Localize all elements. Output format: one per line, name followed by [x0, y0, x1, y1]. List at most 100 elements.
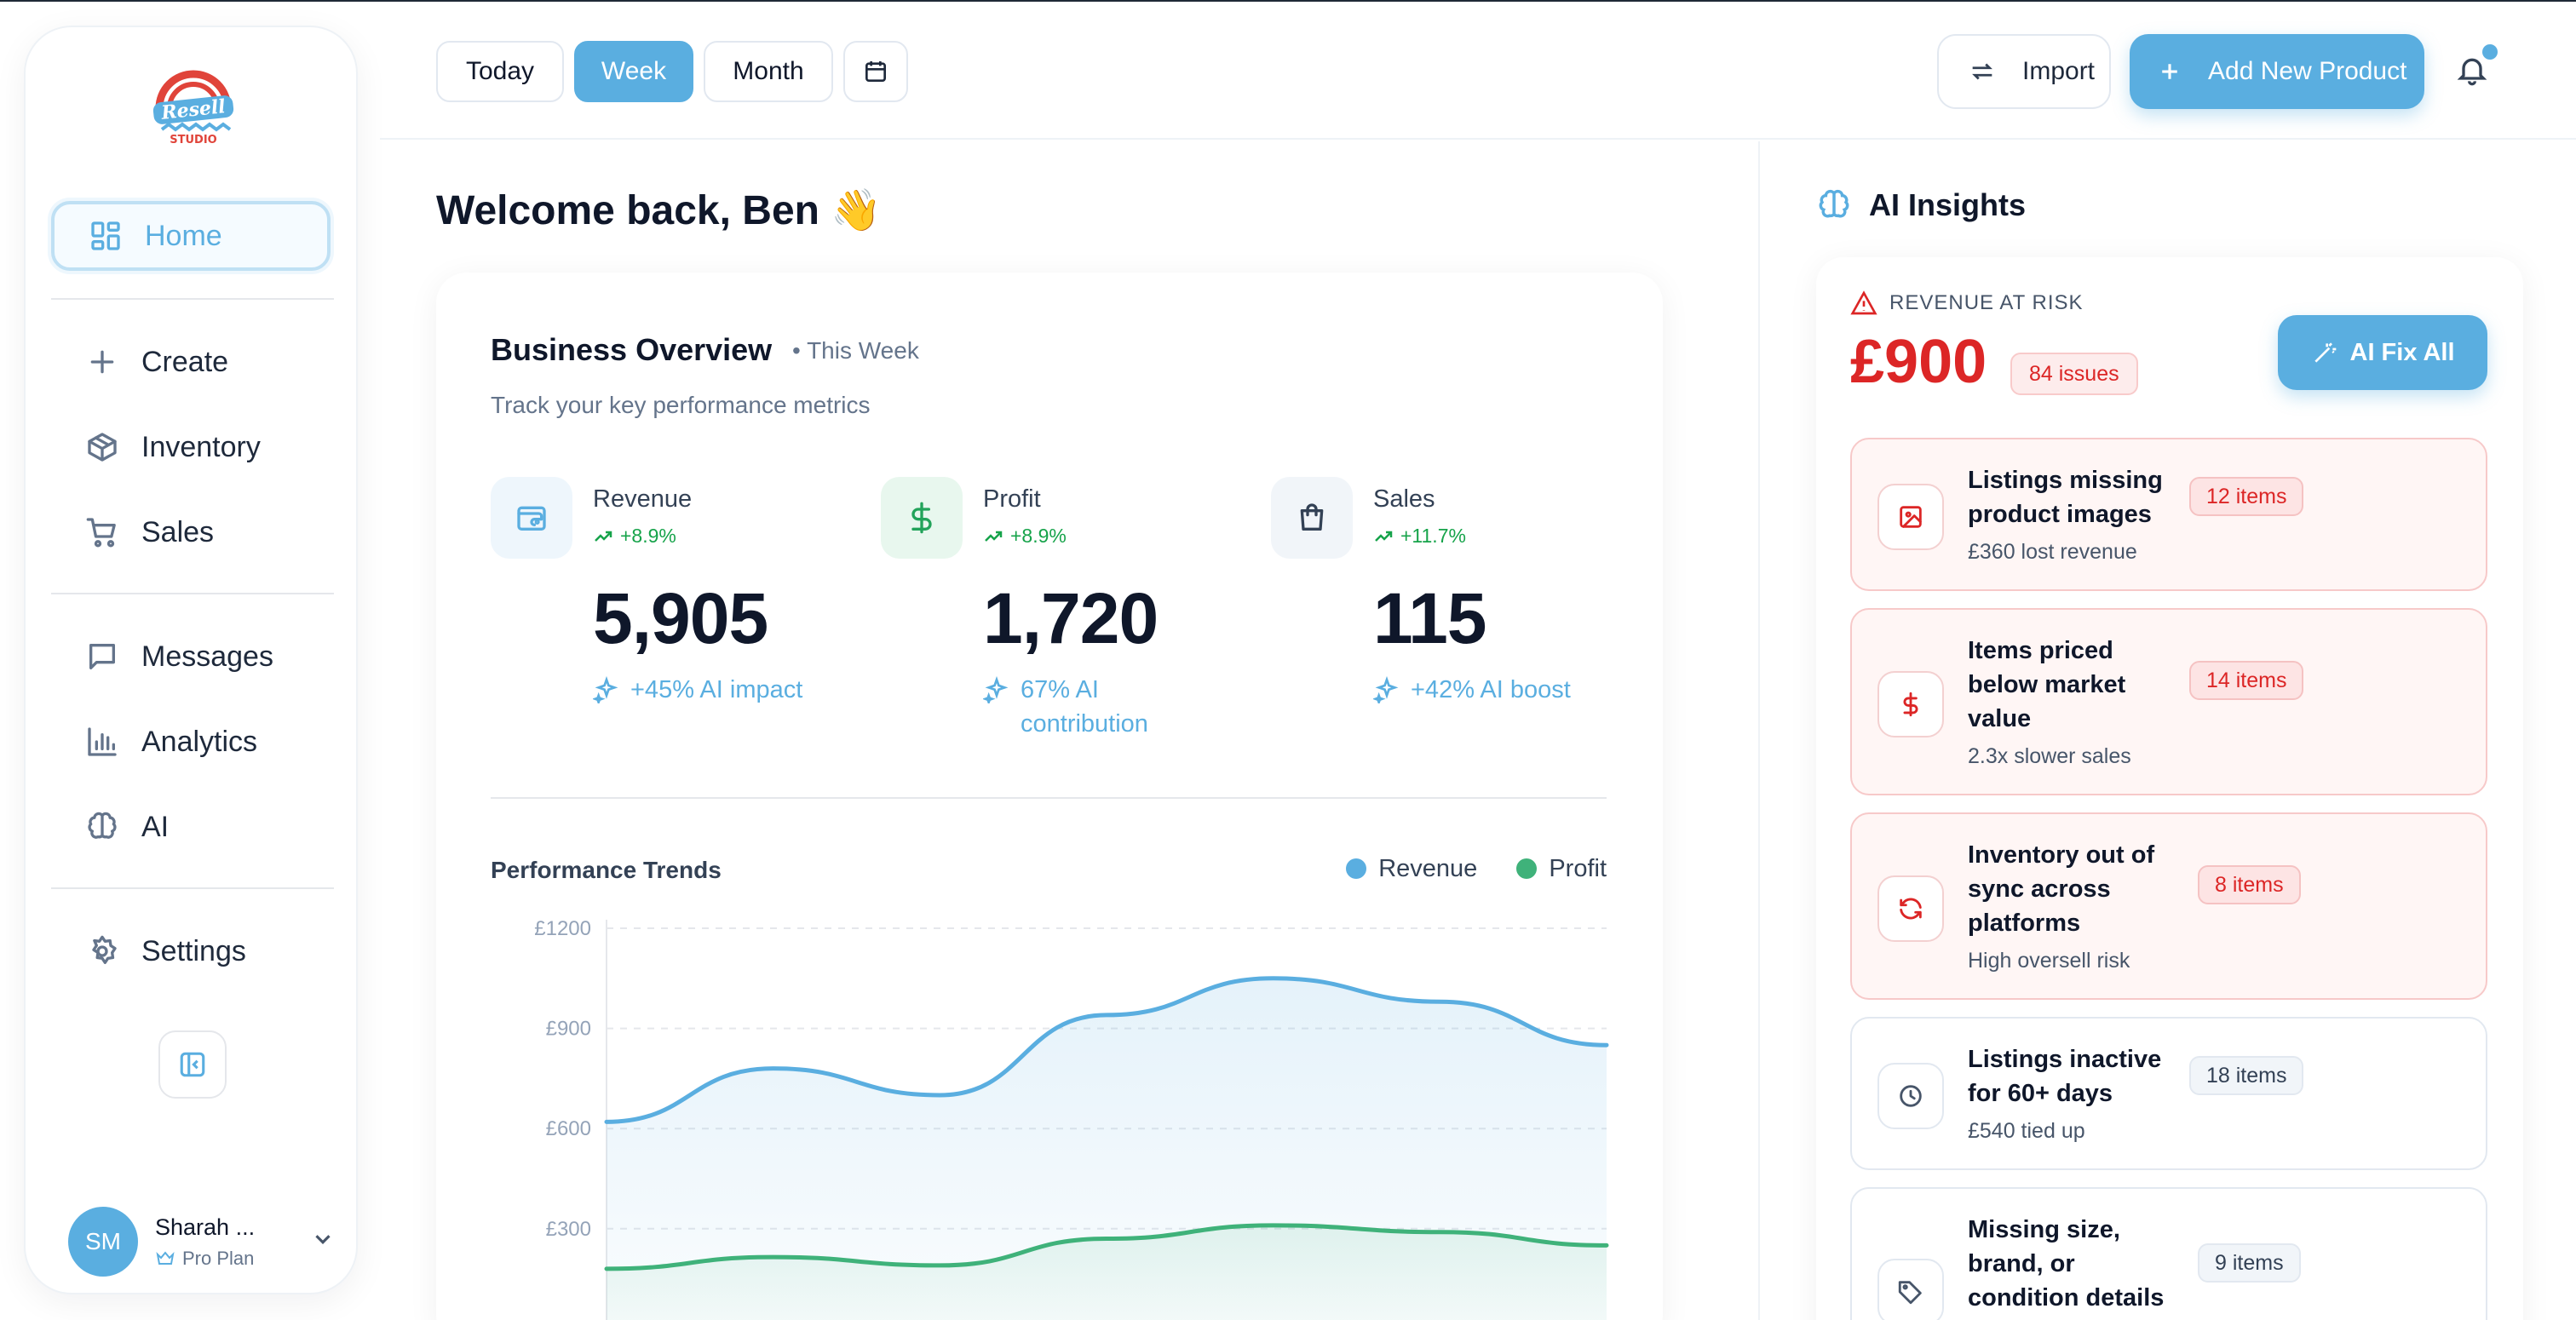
range-week-button[interactable]: Week [574, 41, 693, 102]
sidebar-item-settings[interactable]: Settings [51, 916, 331, 986]
issue-subtitle: £360 lost revenue [1968, 540, 2137, 564]
sidebar-divider [51, 298, 334, 300]
sparkles-icon [593, 676, 618, 703]
issue-card[interactable]: Inventory out of sync across platforms H… [1850, 812, 2487, 1000]
sidebar: Resell STUDIO Home Create Inventory Sale… [24, 26, 358, 1294]
plus-icon [2162, 64, 2177, 79]
issue-card[interactable]: Listings inactive for 60+ days £540 tied… [1850, 1017, 2487, 1170]
issue-count-badge: 14 items [2189, 661, 2304, 700]
crown-icon [156, 1250, 175, 1265]
issue-count-badge: 8 items [2198, 865, 2301, 904]
issue-count-badge: 12 items [2189, 477, 2304, 516]
chevron-down-icon[interactable] [310, 1226, 336, 1252]
issue-card[interactable]: Listings missing product images £360 los… [1850, 438, 2487, 591]
collapse-sidebar-button[interactable] [158, 1030, 227, 1099]
series-area-profit [607, 1225, 1607, 1320]
sidebar-item-label: Home [145, 219, 222, 252]
overview-period: • This Week [792, 337, 919, 364]
sidebar-item-label: Sales [141, 515, 215, 548]
performance-trends-chart: £1200 £900 £600 £300 [534, 917, 1609, 1320]
swap-icon [1972, 63, 1992, 80]
kpi-label: Revenue [593, 485, 693, 513]
dollar-icon [1877, 671, 1944, 737]
issue-subtitle: £540 tied up [1968, 1119, 2085, 1143]
issue-title: Missing size, brand, or condition detail… [1968, 1216, 2165, 1311]
kpi-label: Profit [983, 485, 1041, 513]
ai-insights-header: AI Insights [1816, 187, 2026, 223]
issue-card[interactable]: Missing size, brand, or condition detail… [1850, 1187, 2487, 1320]
calendar-icon [865, 61, 886, 82]
issue-subtitle: 2.3x slower sales [1968, 744, 2131, 768]
sidebar-item-inventory[interactable]: Inventory [51, 412, 331, 482]
notifications-button[interactable] [2445, 43, 2501, 99]
series-line-revenue[interactable] [604, 976, 1609, 1124]
wallet-icon [491, 477, 572, 559]
kpi-value: 115 [1373, 578, 1487, 658]
avatar: SM [68, 1207, 138, 1277]
trending-up-icon [1375, 531, 1393, 542]
series-line-profit[interactable] [604, 1223, 1609, 1271]
import-button[interactable]: Import [1937, 34, 2111, 109]
message-icon [89, 644, 115, 669]
sparkles-icon [983, 676, 1009, 703]
home-icon [91, 221, 120, 250]
bell-icon [2457, 58, 2487, 86]
sidebar-item-label: Settings [141, 934, 246, 967]
sidebar-item-sales[interactable]: Sales [51, 497, 331, 567]
sidebar-divider [51, 593, 334, 594]
kpi-ai-note: +42% AI boost [1373, 673, 1646, 707]
issue-title: Listings inactive for 60+ days [1968, 1046, 2162, 1107]
range-today-button[interactable]: Today [436, 41, 564, 102]
sidebar-item-create[interactable]: Create [51, 327, 331, 397]
user-menu[interactable]: SM Sharah ... Pro Plan [68, 1201, 341, 1283]
kpi-delta: +11.7% [1373, 525, 1466, 548]
range-month-button[interactable]: Month [704, 41, 833, 102]
legend-item-profit[interactable]: Profit [1516, 855, 1607, 883]
calendar-button[interactable] [843, 41, 908, 102]
legend-item-revenue[interactable]: Revenue [1346, 855, 1477, 883]
notification-dot [2482, 44, 2498, 60]
bar-chart-icon [88, 727, 117, 756]
issue-title: Inventory out of sync across platforms [1968, 841, 2155, 937]
overview-title: Business Overview [491, 332, 773, 367]
top-bar: Today Week Month Import Add New Product [380, 2, 2576, 140]
risk-label: REVENUE AT RISK [1850, 290, 2084, 317]
tag-icon [1877, 1259, 1944, 1320]
sidebar-item-label: Analytics [141, 725, 258, 758]
sidebar-item-label: AI [141, 810, 170, 843]
kpi-label: Sales [1373, 485, 1435, 513]
sidebar-item-label: Inventory [141, 430, 261, 463]
warning-icon [1850, 290, 1877, 315]
page-title: Welcome back, Ben 👋 [436, 188, 883, 233]
sidebar-item-home[interactable]: Home [51, 201, 331, 271]
shopping-bag-icon [1271, 477, 1353, 559]
resell-studio-logo[interactable]: Resell STUDIO [147, 61, 240, 155]
trending-up-icon [985, 531, 1003, 542]
revenue-risk-card: REVENUE AT RISK £900 84 issues AI Fix Al… [1816, 257, 2523, 1320]
gear-icon [92, 935, 117, 964]
user-plan: Pro Plan [155, 1248, 255, 1270]
clock-icon [1877, 1063, 1944, 1129]
refresh-icon [1877, 875, 1944, 942]
y-tick-label: £1200 [534, 917, 591, 940]
sidebar-collapse-icon [180, 1052, 205, 1077]
kpi-delta: +8.9% [983, 525, 1067, 548]
issue-count-badge: 18 items [2189, 1056, 2304, 1095]
sidebar-item-messages[interactable]: Messages [51, 622, 331, 692]
issue-title: Listings missing product images [1968, 467, 2163, 528]
chart-legend: Revenue Profit [1346, 855, 1607, 883]
y-tick-label: £900 [546, 1018, 591, 1041]
y-tick-label: £300 [546, 1218, 591, 1241]
add-new-product-button[interactable]: Add New Product [2130, 34, 2424, 109]
sidebar-item-label: Messages [141, 640, 273, 673]
business-overview-card: Business Overview • This Week Track your… [436, 273, 1663, 1320]
ai-fix-all-button[interactable]: AI Fix All [2278, 315, 2487, 390]
issue-card[interactable]: Items priced below market value 2.3x slo… [1850, 608, 2487, 795]
ai-insights-panel: AI Insights REVENUE AT RISK £900 84 issu… [1758, 141, 2576, 1320]
sidebar-item-ai[interactable]: AI [51, 792, 331, 862]
ai-brain-icon [1819, 189, 1849, 218]
svg-text:STUDIO: STUDIO [170, 134, 216, 146]
sidebar-item-analytics[interactable]: Analytics [51, 707, 331, 777]
kpi-delta: +8.9% [593, 525, 676, 548]
plus-icon [90, 350, 114, 374]
